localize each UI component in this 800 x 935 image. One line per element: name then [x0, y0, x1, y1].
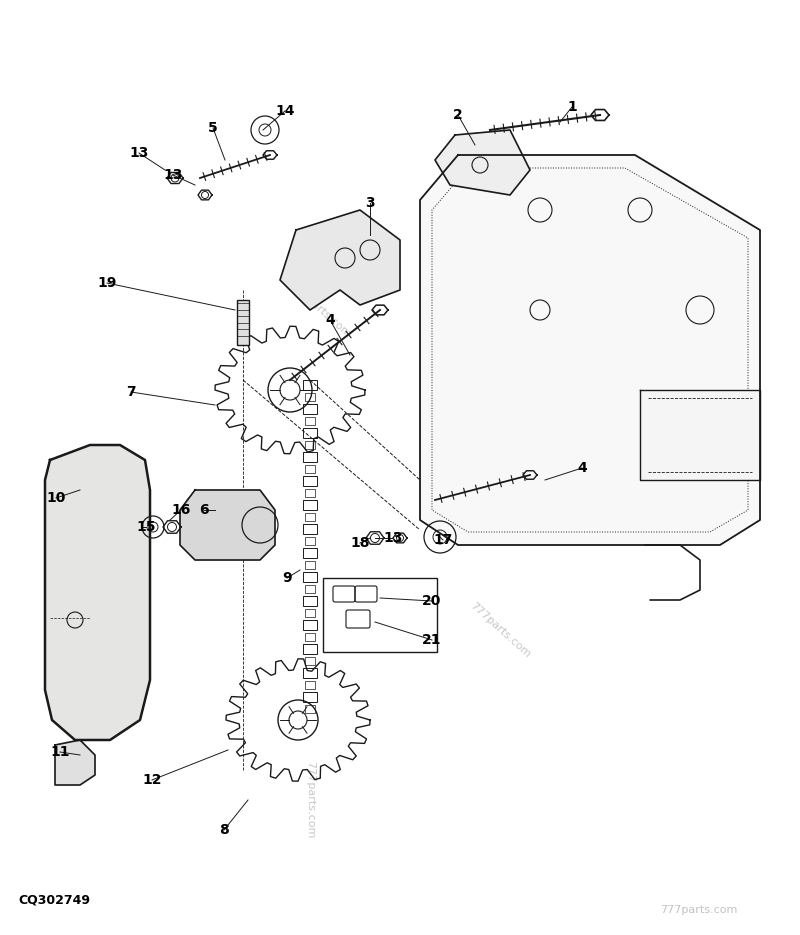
- Polygon shape: [280, 210, 400, 310]
- Bar: [305, 441, 315, 449]
- Text: 18: 18: [350, 536, 370, 550]
- Text: 6: 6: [199, 503, 209, 517]
- Text: 7: 7: [126, 385, 136, 399]
- Text: 20: 20: [422, 594, 442, 608]
- FancyBboxPatch shape: [323, 578, 437, 652]
- Text: 16: 16: [171, 503, 190, 517]
- Text: 13: 13: [383, 531, 402, 545]
- Bar: [237, 300, 249, 345]
- Bar: [305, 633, 315, 641]
- Bar: [303, 380, 317, 390]
- Polygon shape: [435, 130, 530, 195]
- Text: 13: 13: [163, 168, 182, 182]
- Bar: [305, 393, 315, 401]
- Bar: [303, 524, 317, 534]
- Bar: [305, 537, 315, 545]
- Bar: [303, 404, 317, 414]
- Bar: [305, 609, 315, 617]
- Text: 777parts.com: 777parts.com: [660, 905, 738, 915]
- Text: 777parts.com: 777parts.com: [468, 600, 532, 659]
- Polygon shape: [180, 490, 275, 560]
- Polygon shape: [55, 740, 95, 785]
- Text: 8: 8: [219, 823, 229, 837]
- Text: CQ302749: CQ302749: [18, 894, 90, 907]
- Text: 15: 15: [136, 520, 156, 534]
- Text: 14: 14: [275, 104, 294, 118]
- Text: 21: 21: [422, 633, 442, 647]
- Bar: [305, 513, 315, 521]
- Text: 2: 2: [453, 108, 463, 122]
- Text: 19: 19: [98, 276, 117, 290]
- Bar: [303, 692, 317, 702]
- Polygon shape: [640, 390, 760, 480]
- Text: 4: 4: [325, 313, 335, 327]
- Bar: [305, 489, 315, 497]
- Bar: [305, 681, 315, 689]
- Polygon shape: [45, 445, 150, 740]
- Bar: [303, 548, 317, 558]
- Text: 11: 11: [50, 745, 70, 759]
- Bar: [303, 572, 317, 583]
- Text: 12: 12: [142, 773, 162, 787]
- Text: 4: 4: [577, 461, 587, 475]
- Bar: [303, 620, 317, 630]
- Text: 1: 1: [567, 100, 577, 114]
- Bar: [303, 452, 317, 462]
- Bar: [305, 561, 315, 569]
- Polygon shape: [420, 155, 760, 545]
- Text: 17: 17: [434, 533, 453, 547]
- Text: 5: 5: [208, 121, 218, 135]
- Bar: [305, 585, 315, 593]
- Bar: [303, 476, 317, 486]
- Text: 13: 13: [130, 146, 149, 160]
- Text: 777parts.com: 777parts.com: [288, 280, 352, 339]
- Text: 10: 10: [46, 491, 66, 505]
- Text: 777parts.com: 777parts.com: [305, 761, 315, 839]
- Text: 3: 3: [365, 196, 375, 210]
- Bar: [303, 428, 317, 439]
- Bar: [303, 644, 317, 654]
- Bar: [303, 500, 317, 511]
- Bar: [305, 417, 315, 425]
- Bar: [305, 657, 315, 665]
- Text: 9: 9: [282, 571, 292, 585]
- Bar: [303, 596, 317, 606]
- Bar: [305, 705, 315, 713]
- Bar: [303, 668, 317, 678]
- Bar: [305, 465, 315, 473]
